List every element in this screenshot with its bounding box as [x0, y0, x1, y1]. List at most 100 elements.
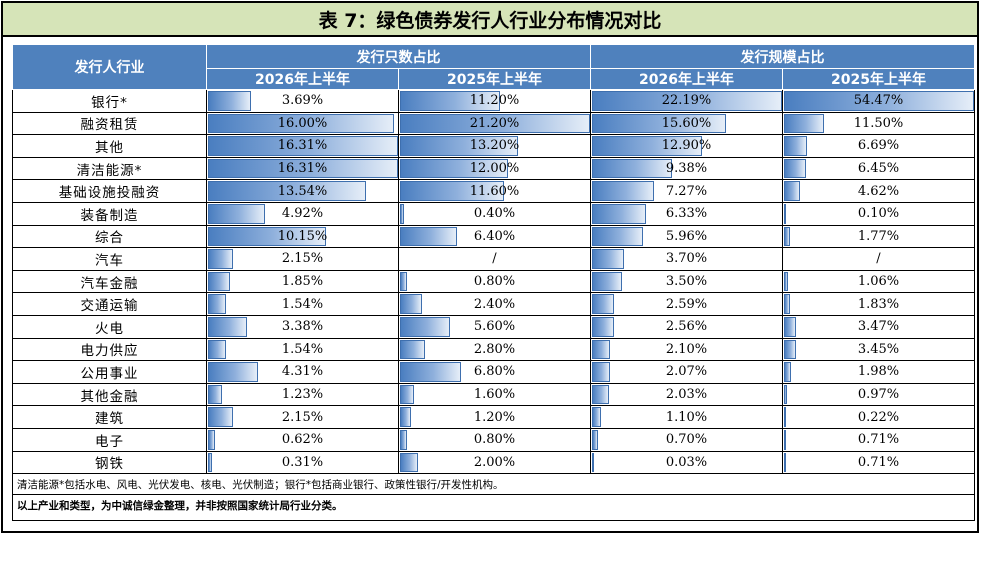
share-value: 5.96% — [665, 228, 708, 244]
data-bar — [784, 407, 786, 427]
data-bar — [208, 91, 251, 111]
share-value: 1.60% — [473, 387, 516, 403]
share-value: 3.50% — [665, 274, 708, 290]
table-frame: 表 7：绿色债券发行人行业分布情况对比 发行人行业 发行只数占比 发行规模占比 … — [1, 1, 979, 533]
share-value: 16.31% — [277, 138, 328, 154]
share-value: 13.20% — [469, 138, 520, 154]
data-bar — [208, 407, 233, 427]
data-bar — [592, 362, 610, 382]
industry-name: 汽车金融 — [12, 269, 207, 294]
table-row: 公用事业 4.31% 6.80% 2.07% 1.98% — [12, 360, 975, 384]
share-value: 5.60% — [473, 319, 516, 335]
share-cell: 0.62% — [206, 427, 399, 452]
data-bar — [784, 91, 974, 111]
industry-distribution-table: 发行人行业 发行只数占比 发行规模占比 2026年上半年 2025年上半年 20… — [12, 44, 975, 522]
share-value: 54.47% — [853, 93, 904, 109]
data-bar — [400, 339, 425, 360]
data-bar — [592, 226, 643, 247]
share-value: 11.50% — [853, 115, 904, 131]
share-value: 1.83% — [857, 296, 900, 312]
share-value: 2.07% — [665, 364, 708, 380]
title-bar: 表 7：绿色债券发行人行业分布情况对比 — [3, 3, 977, 37]
share-value: 6.40% — [473, 228, 516, 244]
share-cell: 0.31% — [206, 450, 399, 475]
share-cell: 2.56% — [590, 314, 783, 339]
table-row: 电子 0.62% 0.80% 0.70% 0.71% — [12, 427, 975, 452]
share-value: 2.03% — [665, 387, 708, 403]
data-bar — [784, 316, 796, 337]
data-bar — [208, 271, 230, 292]
share-value: 22.19% — [661, 93, 712, 109]
header-period: 2025年上半年 — [398, 68, 591, 90]
share-cell: 4.92% — [206, 201, 399, 226]
share-value: 10.15% — [277, 228, 328, 244]
share-cell: / — [782, 247, 975, 271]
share-cell: 11.50% — [782, 111, 975, 136]
share-value: 2.15% — [281, 251, 324, 267]
share-value: 0.80% — [473, 432, 516, 448]
share-value: 12.00% — [469, 161, 520, 177]
share-cell: 2.80% — [398, 337, 591, 362]
share-value: 12.90% — [661, 138, 712, 154]
table-row: 电力供应 1.54% 2.80% 2.10% 3.45% — [12, 337, 975, 362]
data-bar — [592, 407, 601, 427]
share-value: 1.06% — [857, 274, 900, 290]
data-bar — [784, 339, 796, 360]
share-value: 16.31% — [277, 161, 328, 177]
share-value: 6.69% — [857, 138, 900, 154]
data-bar — [592, 294, 614, 314]
share-cell: 0.71% — [782, 427, 975, 452]
data-bar — [784, 294, 790, 314]
share-value: 1.85% — [281, 274, 324, 290]
data-bar — [592, 452, 594, 473]
share-value: 2.59% — [665, 296, 708, 312]
data-bar — [592, 249, 624, 269]
industry-name: 电子 — [12, 427, 207, 452]
share-cell: 2.40% — [398, 292, 591, 316]
table-row: 清洁能源* 16.31% 12.00% 9.38% 6.45% — [12, 156, 975, 181]
share-cell: 0.71% — [782, 450, 975, 475]
share-value: 0.97% — [857, 387, 900, 403]
share-cell: 16.00% — [206, 111, 399, 136]
share-value: 0.22% — [857, 409, 900, 425]
industry-name: 银行* — [12, 89, 207, 113]
share-value: 7.27% — [665, 183, 708, 199]
share-value: 3.47% — [857, 319, 900, 335]
industry-name: 装备制造 — [12, 201, 207, 226]
data-bar — [592, 316, 614, 337]
share-cell: 3.70% — [590, 247, 783, 271]
industry-name: 其他 — [12, 134, 207, 158]
share-cell: 2.00% — [398, 450, 591, 475]
share-cell: 11.60% — [398, 179, 591, 203]
share-value: 0.40% — [473, 206, 516, 222]
share-cell: 1.60% — [398, 382, 591, 407]
header-period: 2025年上半年 — [782, 68, 975, 90]
share-cell: 6.45% — [782, 156, 975, 181]
industry-name: 基础设施投融资 — [12, 179, 207, 203]
table-row: 钢铁 0.31% 2.00% 0.03% 0.71% — [12, 450, 975, 475]
data-bar — [208, 429, 215, 450]
data-bar — [208, 339, 226, 360]
share-value: 2.10% — [665, 341, 708, 357]
share-cell: 1.83% — [782, 292, 975, 316]
industry-name: 融资租赁 — [12, 111, 207, 136]
share-cell: 2.59% — [590, 292, 783, 316]
share-cell: 5.96% — [590, 224, 783, 249]
industry-name: 公用事业 — [12, 360, 207, 384]
table-row: 其他金融 1.23% 1.60% 2.03% 0.97% — [12, 382, 975, 407]
data-bar — [400, 407, 411, 427]
table-row: 火电 3.38% 5.60% 2.56% 3.47% — [12, 314, 975, 339]
share-cell: 22.19% — [590, 89, 783, 113]
share-value: 21.20% — [469, 115, 520, 131]
share-cell: 3.38% — [206, 314, 399, 339]
table-row: 基础设施投融资 13.54% 11.60% 7.27% 4.62% — [12, 179, 975, 203]
data-bar — [784, 181, 800, 201]
share-value: 1.54% — [281, 296, 324, 312]
data-bar — [592, 271, 622, 292]
share-value: 4.62% — [857, 183, 900, 199]
share-value: 11.60% — [469, 183, 520, 199]
share-cell: 3.47% — [782, 314, 975, 339]
share-cell: 1.98% — [782, 360, 975, 384]
share-value: 3.45% — [857, 341, 900, 357]
share-cell: 1.54% — [206, 337, 399, 362]
